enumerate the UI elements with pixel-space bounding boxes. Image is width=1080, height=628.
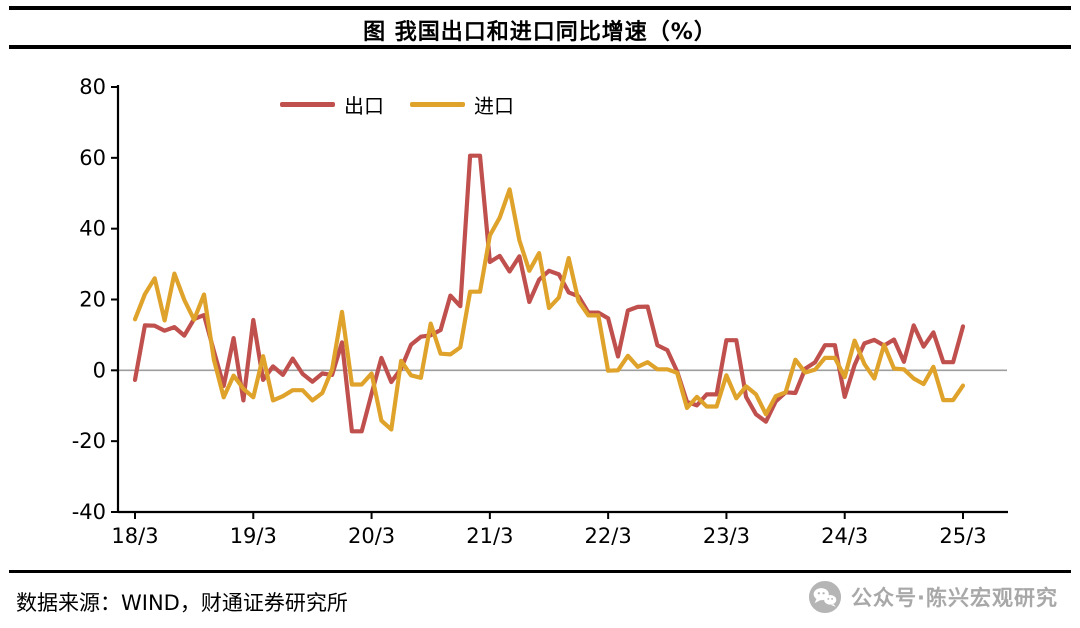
y-tick-label: -40 (72, 500, 106, 524)
chart-canvas: 80 60 40 20 0 -20 -40 18/3 19/3 20/3 21/3 22/3 23/3… (72, 75, 1008, 548)
y-tick-label: 0 (93, 358, 106, 382)
watermark: 公众号·陈兴宏观研究 (808, 580, 1058, 614)
x-tick-label: 25/3 (939, 524, 986, 548)
export-legend-label: 出口 (344, 94, 384, 118)
chart-title: 图 我国出口和进口同比增速（%） (363, 20, 717, 45)
y-tick-label: 20 (79, 288, 106, 312)
legend: 出口 进口 (280, 90, 514, 119)
title-underline-rule (9, 45, 1071, 49)
legend-item-import: 进口 (410, 90, 514, 119)
watermark-text: 公众号·陈兴宏观研究 (851, 586, 1058, 610)
export-line (132, 153, 966, 434)
import-legend-swatch (410, 102, 465, 107)
x-tick-label: 20/3 (348, 524, 395, 548)
legend-item-export: 出口 (280, 90, 384, 119)
data-source-text: 数据来源：WIND，财通证券研究所 (16, 591, 348, 615)
x-tick-label: 21/3 (466, 524, 513, 548)
y-tick-label: 60 (79, 146, 106, 170)
x-tick-label: 23/3 (703, 524, 750, 548)
top-rule (9, 6, 1071, 10)
bottom-rule (9, 570, 1071, 573)
y-tick-label: 40 (79, 217, 106, 241)
y-axis-ticks: 80 60 40 20 0 -20 -40 (72, 75, 118, 524)
import-line (132, 187, 966, 432)
x-tick-label: 18/3 (111, 524, 158, 548)
x-tick-label: 22/3 (585, 524, 632, 548)
x-axis-ticks: 18/3 19/3 20/3 21/3 22/3 23/3 24/3 25/3 (111, 512, 987, 548)
x-tick-label: 19/3 (230, 524, 277, 548)
wechat-icon (808, 580, 842, 614)
x-tick-label: 24/3 (821, 524, 868, 548)
y-tick-label: 80 (79, 75, 106, 99)
export-legend-swatch (280, 102, 335, 107)
import-legend-label: 进口 (474, 94, 514, 118)
y-tick-label: -20 (72, 429, 106, 453)
